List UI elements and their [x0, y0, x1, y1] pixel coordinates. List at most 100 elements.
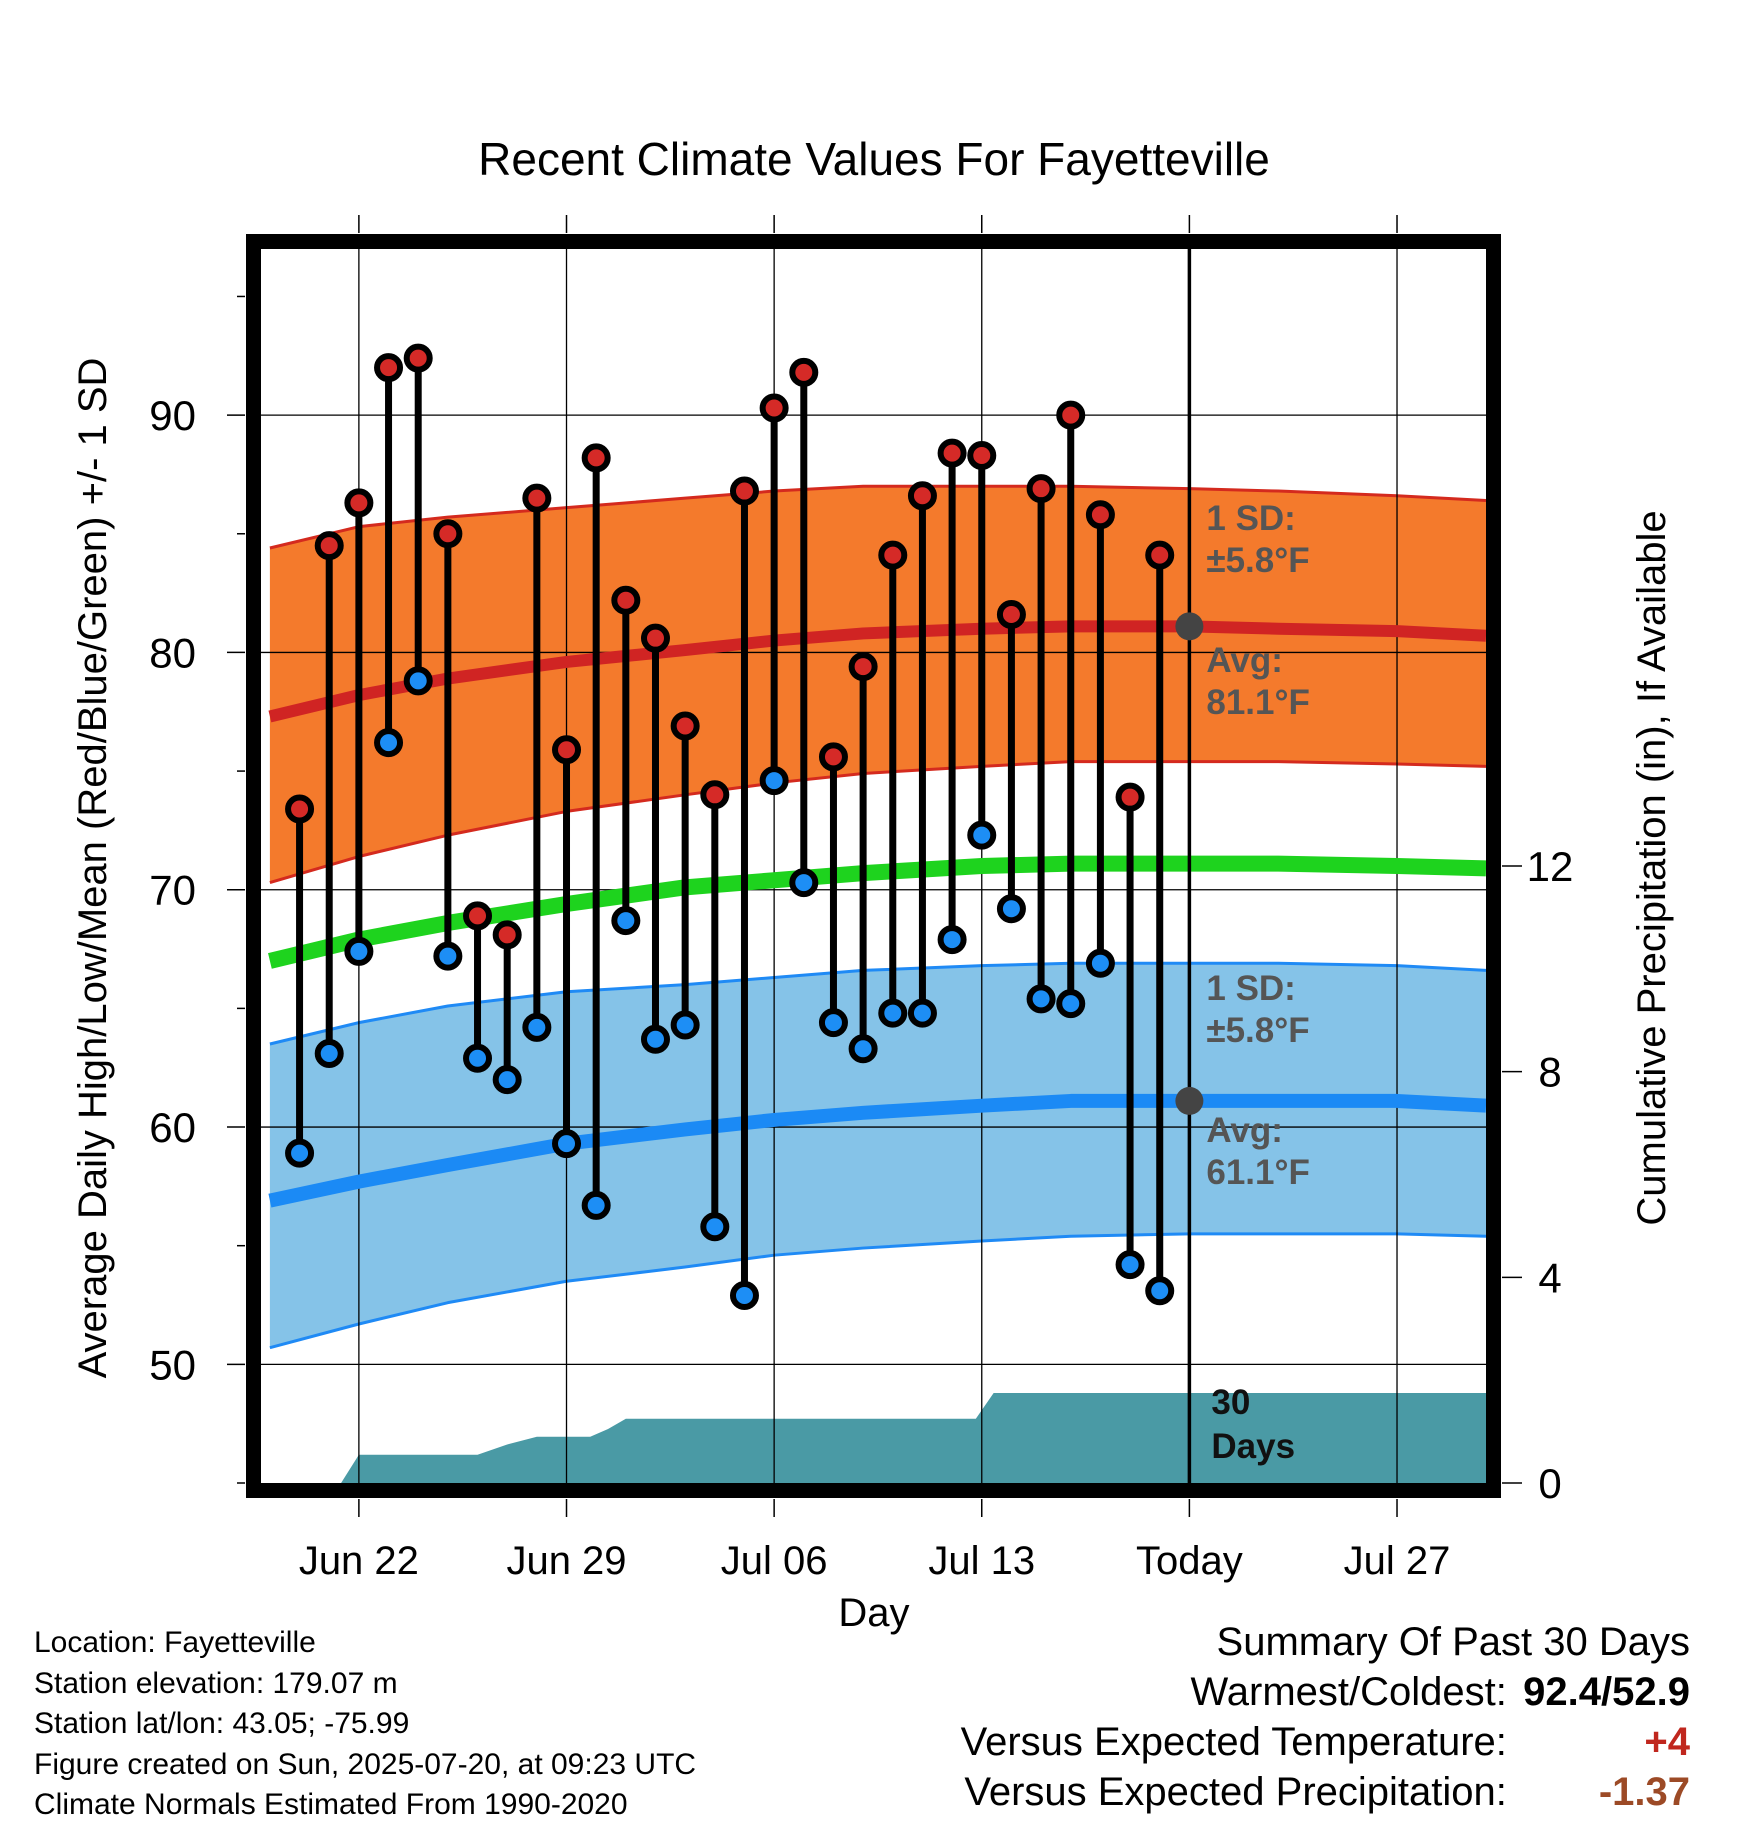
low-point [1145, 1276, 1175, 1306]
chart-title: Recent Climate Values For Fayetteville [478, 133, 1270, 185]
low-point [611, 906, 641, 936]
low-point [818, 1008, 848, 1038]
low-avg-label: Avg: [1206, 1111, 1282, 1150]
x-tick-label: Jul 13 [928, 1539, 1035, 1583]
high-point [314, 531, 344, 561]
low-point [848, 1034, 878, 1064]
low-sd-label: 1 SD: [1206, 969, 1295, 1008]
low-point [552, 1129, 582, 1159]
high-point [670, 711, 700, 741]
low-sd-lower-line [269, 1232, 1486, 1350]
low-point [670, 1010, 700, 1040]
high-point [433, 519, 463, 549]
high-point [522, 483, 552, 513]
low-point [433, 941, 463, 971]
x-axis-label: Day [838, 1591, 909, 1635]
high-point [878, 540, 908, 570]
summary-panel: Summary Of Past 30 Days Warmest/Coldest:… [790, 1617, 1690, 1817]
days-label-text: Days [1211, 1427, 1295, 1466]
created-text: Figure created on Sun, 2025-07-20, at 09… [34, 1747, 697, 1781]
low-point [967, 820, 997, 850]
high-avg-today-marker [1175, 612, 1204, 641]
high-sd-band [269, 486, 1486, 883]
high-point [996, 599, 1026, 629]
days-label-number: 30 [1211, 1383, 1250, 1422]
low-point [1056, 989, 1086, 1019]
low-point [878, 998, 908, 1028]
low-avg-value: 61.1°F [1206, 1153, 1310, 1192]
summary-warm-cold: Warmest/Coldest: 92.4/52.9 [790, 1667, 1691, 1717]
y2-axis-label: Cumulative Precipitation (in), If Availa… [1630, 510, 1674, 1225]
axes: 50 60 70 80 90 0 4 8 12 Jun 22 Jun 29 Jul 06 Jul 13 T… [149, 215, 1573, 1583]
low-point [907, 998, 937, 1028]
location-text: Location: Fayetteville [34, 1626, 316, 1659]
high-avg-value: 81.1°F [1206, 683, 1310, 722]
summary-heading: Summary Of Past 30 Days [1216, 1620, 1690, 1664]
y-tick-label: 90 [149, 392, 196, 439]
high-point [1056, 400, 1086, 430]
high-point [463, 901, 493, 931]
high-point [789, 357, 819, 387]
low-point [314, 1038, 344, 1068]
high-sd-label: 1 SD: [1206, 499, 1295, 538]
summary-precip: Versus Expected Precipitation: -1.37 [790, 1767, 1690, 1817]
x-tick-label: Today [1136, 1539, 1243, 1583]
temp-value: +4 [1644, 1720, 1690, 1764]
low-point [374, 728, 404, 758]
low-point [522, 1012, 552, 1042]
low-point [403, 666, 433, 696]
y2-tick-label: 12 [1527, 843, 1574, 890]
low-point [492, 1065, 522, 1095]
high-point [640, 623, 670, 653]
high-point [344, 488, 374, 518]
y-tick-label: 50 [149, 1341, 196, 1388]
station-info: Location: Fayetteville Station elevation… [34, 1623, 834, 1826]
high-point [848, 652, 878, 682]
high-sd-value: ±5.8°F [1206, 541, 1309, 580]
low-mean-line [268, 1093, 1486, 1208]
low-point [285, 1138, 315, 1168]
high-sd-upper-line [269, 484, 1486, 550]
high-avg-label: Avg: [1206, 641, 1282, 680]
high-point [611, 585, 641, 615]
high-point [552, 735, 582, 765]
high-point [759, 393, 789, 423]
high-point [285, 794, 315, 824]
low-point [581, 1190, 611, 1220]
y2-tick-label: 8 [1538, 1049, 1561, 1096]
plot-frame [246, 234, 1501, 1498]
x-tick-label: Jul 06 [721, 1539, 828, 1583]
y2-tick-label: 4 [1538, 1254, 1561, 1301]
low-sd-band [269, 963, 1486, 1348]
y-tick-label: 60 [149, 1104, 196, 1151]
low-point [729, 1281, 759, 1311]
low-point [789, 868, 819, 898]
high-point [907, 481, 937, 511]
high-point [937, 438, 967, 468]
x-tick-label: Jun 22 [299, 1539, 419, 1583]
low-point [996, 894, 1026, 924]
low-point [1115, 1250, 1145, 1280]
low-point [759, 766, 789, 796]
y-tick-label: 70 [149, 867, 196, 914]
warm-cold-label: Warmest/Coldest: [1190, 1670, 1507, 1714]
high-point [403, 343, 433, 373]
high-point [1115, 782, 1145, 812]
high-point [1026, 474, 1056, 504]
temp-label: Versus Expected Temperature: [960, 1720, 1507, 1764]
summary-temp: Versus Expected Temperature: +4 [790, 1717, 1690, 1767]
y-tick-label: 80 [149, 629, 196, 676]
warm-cold-value: 92.4/52.9 [1523, 1670, 1690, 1714]
y2-tick-label: 0 [1538, 1460, 1561, 1507]
low-point [640, 1024, 670, 1054]
high-point [1085, 500, 1115, 530]
high-point [729, 476, 759, 506]
x-tick-label: Jun 29 [506, 1539, 626, 1583]
low-point [1085, 948, 1115, 978]
low-point [700, 1212, 730, 1242]
elevation-text: Station elevation: 179.07 m [34, 1666, 398, 1700]
high-point [492, 920, 522, 950]
low-sd-value: ±5.8°F [1206, 1011, 1309, 1050]
